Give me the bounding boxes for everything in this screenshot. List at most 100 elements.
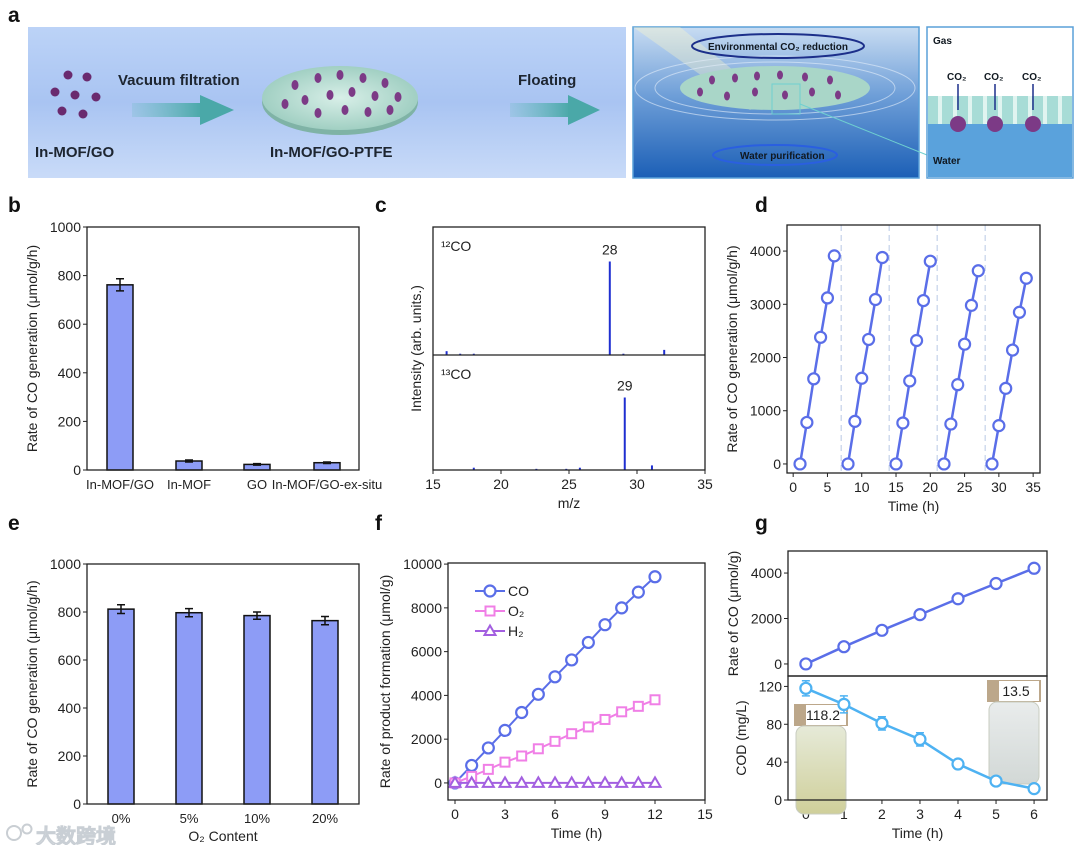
data-point <box>564 775 579 788</box>
x-tick-label: 30 <box>629 476 645 492</box>
y-tick-label: 400 <box>58 700 82 716</box>
data-point <box>875 716 889 730</box>
x-tick-label: 20 <box>493 476 509 492</box>
x-tick-label: 3 <box>501 806 509 822</box>
y-tick-label: 200 <box>58 748 82 764</box>
watermark-text: 大数跨境 <box>36 824 116 845</box>
chart-c: 15 20 25 30 35 m/z ¹²CO 28 ¹³CO 29 Intensity (arb.… <box>408 226 713 511</box>
data-point <box>848 414 862 428</box>
x-category-label: 0% <box>112 811 131 826</box>
x-tick-label: 30 <box>991 479 1007 495</box>
x-tick-label: 1 <box>840 806 848 822</box>
plot-frame <box>86 563 360 805</box>
co2-label: CO₂ <box>1022 72 1041 83</box>
membrane-illustration <box>262 66 418 135</box>
cycle-arrow-icon <box>712 144 838 166</box>
y-tick-label: 4000 <box>750 243 781 259</box>
error-bar <box>185 459 193 463</box>
data-point <box>614 775 629 788</box>
y-tick-label: 1000 <box>750 403 781 419</box>
floating-membrane-scene: Environmental CO₂ reduction Water purifi… <box>632 26 928 179</box>
data-point <box>944 417 958 431</box>
y-tick-label: 0 <box>773 456 781 472</box>
vacuum-filtration-label: Vacuum filtration <box>118 72 240 89</box>
y-tick-label: 8000 <box>411 600 442 616</box>
interface-inset: Gas CO₂ CO₂ CO₂ Water <box>926 26 1074 179</box>
error-bar <box>253 462 261 466</box>
y-tick-label: 0 <box>774 792 782 808</box>
data-point <box>1005 343 1020 357</box>
data-point <box>971 264 985 278</box>
x-tick-label: 6 <box>1030 806 1038 822</box>
data-point <box>999 381 1013 395</box>
y-tick-label: 2000 <box>751 611 782 627</box>
in-mof-go-label: In-MOF/GO <box>35 144 114 161</box>
x-tick-label: 20 <box>923 479 939 495</box>
y-tick-label: 2000 <box>750 350 781 366</box>
data-point <box>649 694 661 706</box>
y-tick-label: 400 <box>58 365 82 381</box>
y-tick-label: 120 <box>759 678 783 694</box>
x-category-label: GO <box>247 477 267 492</box>
plot-frame <box>786 224 1041 474</box>
y-axis-title: Intensity (arb. units.) <box>408 285 424 412</box>
panel-label-f: f <box>375 512 383 535</box>
y-tick-label: 0 <box>73 796 81 812</box>
x-tick-label: 25 <box>561 476 577 492</box>
legend-label: H₂ <box>508 623 524 639</box>
data-point <box>516 750 528 762</box>
data-point <box>497 775 513 788</box>
data-point <box>916 293 931 308</box>
data-point <box>483 584 497 598</box>
data-point <box>985 457 999 471</box>
arrow-icon <box>510 95 600 125</box>
panel-a-schematic: a In-MOF/GO Vacuum filtration In-MOF/GO-… <box>8 4 1074 179</box>
data-point <box>903 374 917 388</box>
peak-label: 29 <box>617 378 633 394</box>
error-bar <box>185 607 193 618</box>
bar <box>243 614 271 805</box>
x-tick-label: 10 <box>854 479 870 495</box>
data-point <box>482 763 494 775</box>
data-point <box>464 775 479 788</box>
y-tick-label: 1000 <box>50 219 81 235</box>
y-axis-title: Rate of product formation (μmol/g) <box>377 575 393 789</box>
chart-f: 0 3 6 9 12 15 Time (h) 0 2000 4000 6000 8000 10000 Ra… <box>377 556 713 841</box>
data-point <box>837 697 851 711</box>
series-line <box>894 260 932 465</box>
data-point <box>447 775 463 788</box>
data-point <box>813 330 828 344</box>
data-point <box>1012 305 1027 319</box>
y-tick-label: 80 <box>766 716 782 732</box>
x-tick-label: 3 <box>916 806 924 822</box>
legend-label: O₂ <box>508 603 524 619</box>
data-point <box>582 721 594 733</box>
bottle-cod-label: 13.5 <box>1002 683 1029 699</box>
data-point <box>499 756 511 768</box>
data-point <box>498 723 512 738</box>
y-tick-label: 6000 <box>411 644 442 660</box>
x-tick-label: 25 <box>957 479 973 495</box>
water-label: Water <box>933 156 961 167</box>
y-tick-label: 600 <box>58 316 82 332</box>
data-point <box>616 706 628 718</box>
chart-g: 0 1 2 3 4 5 6 Time (h) 0 2000 4000 Rate of CO (μmol… <box>725 550 1048 841</box>
panel-label-g: g <box>755 512 768 535</box>
floating-label: Floating <box>518 72 576 89</box>
data-point <box>1027 782 1041 796</box>
x-tick-label: 9 <box>601 806 609 822</box>
data-point <box>549 735 561 747</box>
x-category-label: In-MOF/GO-ex-situ <box>272 477 383 492</box>
water-purification-label: Water purification <box>740 151 825 162</box>
data-point <box>631 585 645 599</box>
x-tick-label: 2 <box>878 806 886 822</box>
data-point <box>599 713 611 725</box>
data-point <box>481 775 496 788</box>
y-axis-title: Rate of CO generation (μmol/g/h) <box>24 580 40 787</box>
data-point <box>565 653 579 667</box>
data-point <box>581 775 596 788</box>
data-point <box>951 757 965 771</box>
x-tick-label: 5 <box>824 479 832 495</box>
series-label: ¹³CO <box>441 366 471 382</box>
y-axis-title: Rate of CO generation (μmol/g/h) <box>24 245 40 452</box>
